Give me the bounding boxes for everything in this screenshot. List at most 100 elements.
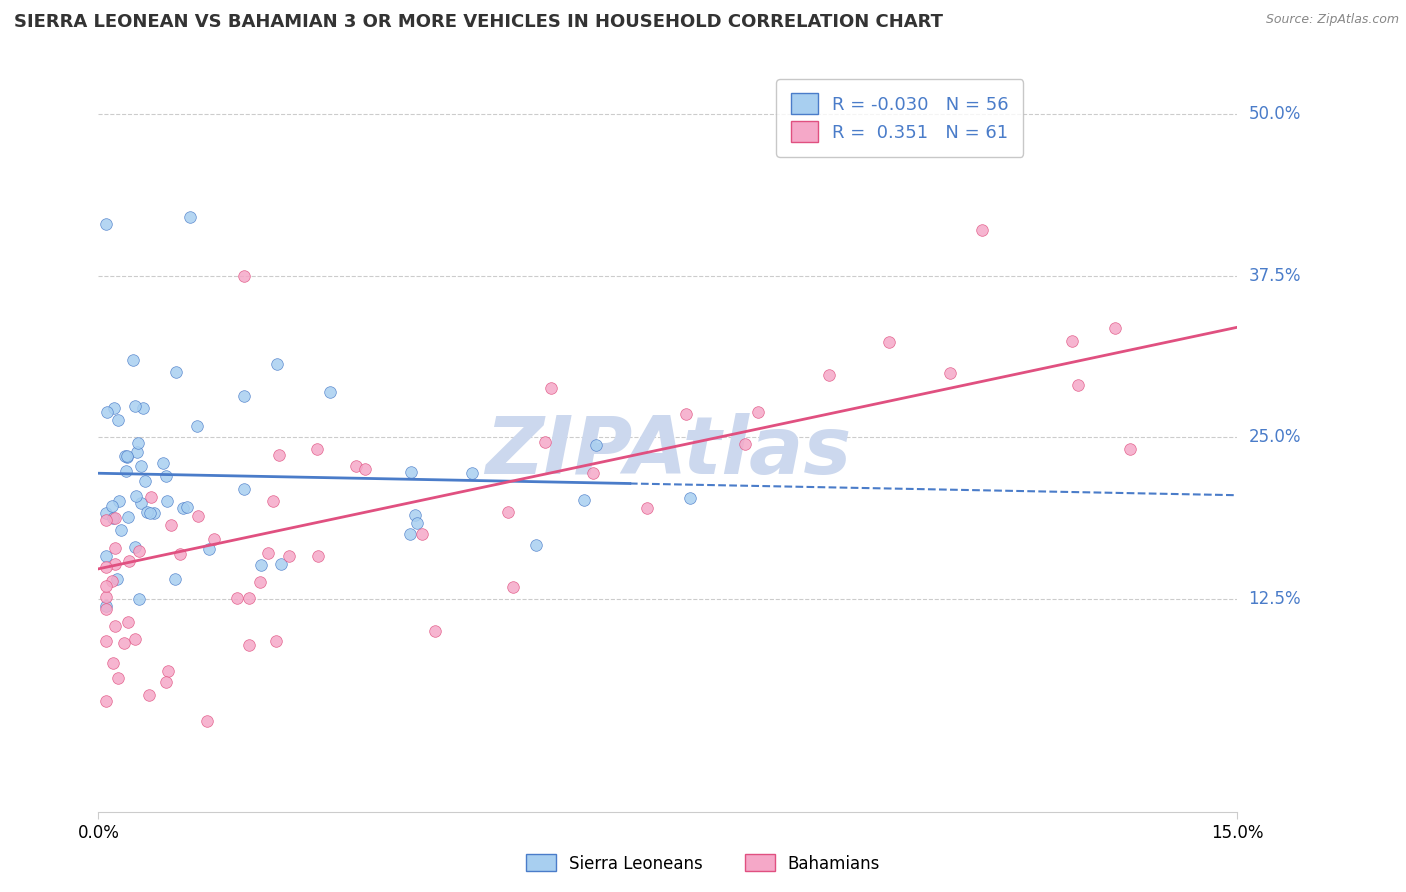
Point [94, 633, 117, 648]
Point [128, 591, 150, 606]
Point [172, 500, 194, 515]
Point [305, 442, 328, 457]
Point [141, 490, 163, 504]
Point [877, 334, 900, 349]
Point [233, 482, 256, 496]
Point [101, 510, 124, 524]
Point [122, 352, 145, 367]
Point [264, 634, 287, 648]
Point [461, 467, 484, 481]
Point [734, 437, 756, 451]
Point [94, 590, 117, 604]
Point [270, 557, 292, 571]
Point [636, 501, 658, 516]
Point [398, 527, 420, 541]
Point [107, 671, 129, 685]
Point [115, 449, 138, 463]
Point [117, 554, 139, 568]
Point [132, 401, 155, 415]
Text: 12.5%: 12.5% [1249, 590, 1301, 607]
Point [112, 636, 135, 650]
Point [675, 407, 697, 421]
Point [135, 505, 157, 519]
Point [939, 367, 962, 381]
Point [94, 694, 117, 708]
Text: 25.0%: 25.0% [1249, 428, 1301, 446]
Point [96, 404, 118, 418]
Point [103, 401, 125, 416]
Point [249, 574, 271, 589]
Point [129, 496, 152, 510]
Point [94, 599, 117, 613]
Point [94, 560, 117, 574]
Point [226, 591, 249, 605]
Point [406, 516, 429, 530]
Point [127, 436, 149, 450]
Point [125, 445, 148, 459]
Point [266, 357, 288, 371]
Point [187, 509, 209, 524]
Point [496, 506, 519, 520]
Text: 50.0%: 50.0% [1249, 105, 1301, 123]
Point [125, 489, 148, 503]
Point [540, 381, 562, 395]
Point [411, 526, 433, 541]
Point [817, 368, 839, 383]
Point [582, 467, 605, 481]
Point [94, 506, 117, 520]
Point [233, 389, 256, 403]
Point [176, 500, 198, 514]
Point [107, 413, 129, 427]
Point [1067, 378, 1090, 392]
Point [202, 533, 225, 547]
Point [114, 450, 136, 464]
Point [278, 549, 301, 563]
Point [129, 458, 152, 473]
Text: Source: ZipAtlas.com: Source: ZipAtlas.com [1265, 13, 1399, 27]
Point [115, 450, 138, 465]
Point [117, 509, 139, 524]
Point [399, 466, 422, 480]
Text: SIERRA LEONEAN VS BAHAMIAN 3 OR MORE VEHICLES IN HOUSEHOLD CORRELATION CHART: SIERRA LEONEAN VS BAHAMIAN 3 OR MORE VEH… [14, 13, 943, 31]
Point [115, 464, 138, 478]
Point [353, 462, 375, 476]
Point [972, 223, 994, 237]
Point [238, 591, 260, 606]
Point [160, 518, 183, 533]
Point [94, 217, 117, 231]
Point [179, 211, 201, 225]
Point [117, 615, 139, 629]
Legend: R = -0.030   N = 56, R =  0.351   N = 61: R = -0.030 N = 56, R = 0.351 N = 61 [776, 79, 1024, 157]
Point [100, 574, 122, 589]
Point [156, 493, 179, 508]
Point [101, 500, 124, 514]
Point [104, 557, 127, 571]
Point [572, 492, 595, 507]
Text: 37.5%: 37.5% [1249, 267, 1301, 285]
Legend: Sierra Leoneans, Bahamians: Sierra Leoneans, Bahamians [519, 847, 887, 880]
Point [101, 656, 124, 670]
Point [238, 638, 260, 652]
Point [232, 268, 254, 283]
Point [138, 689, 160, 703]
Point [94, 513, 117, 527]
Point [679, 491, 702, 506]
Point [307, 549, 329, 563]
Point [108, 494, 131, 508]
Point [143, 506, 166, 520]
Point [195, 714, 218, 729]
Point [502, 580, 524, 594]
Point [747, 405, 769, 419]
Point [124, 632, 146, 646]
Point [104, 541, 127, 555]
Point [134, 474, 156, 488]
Text: ZIPAtlas: ZIPAtlas [485, 413, 851, 491]
Point [124, 399, 146, 413]
Point [110, 523, 132, 537]
Point [262, 493, 284, 508]
Point [104, 619, 127, 633]
Point [124, 540, 146, 554]
Point [165, 572, 187, 586]
Point [404, 508, 426, 522]
Point [198, 541, 221, 556]
